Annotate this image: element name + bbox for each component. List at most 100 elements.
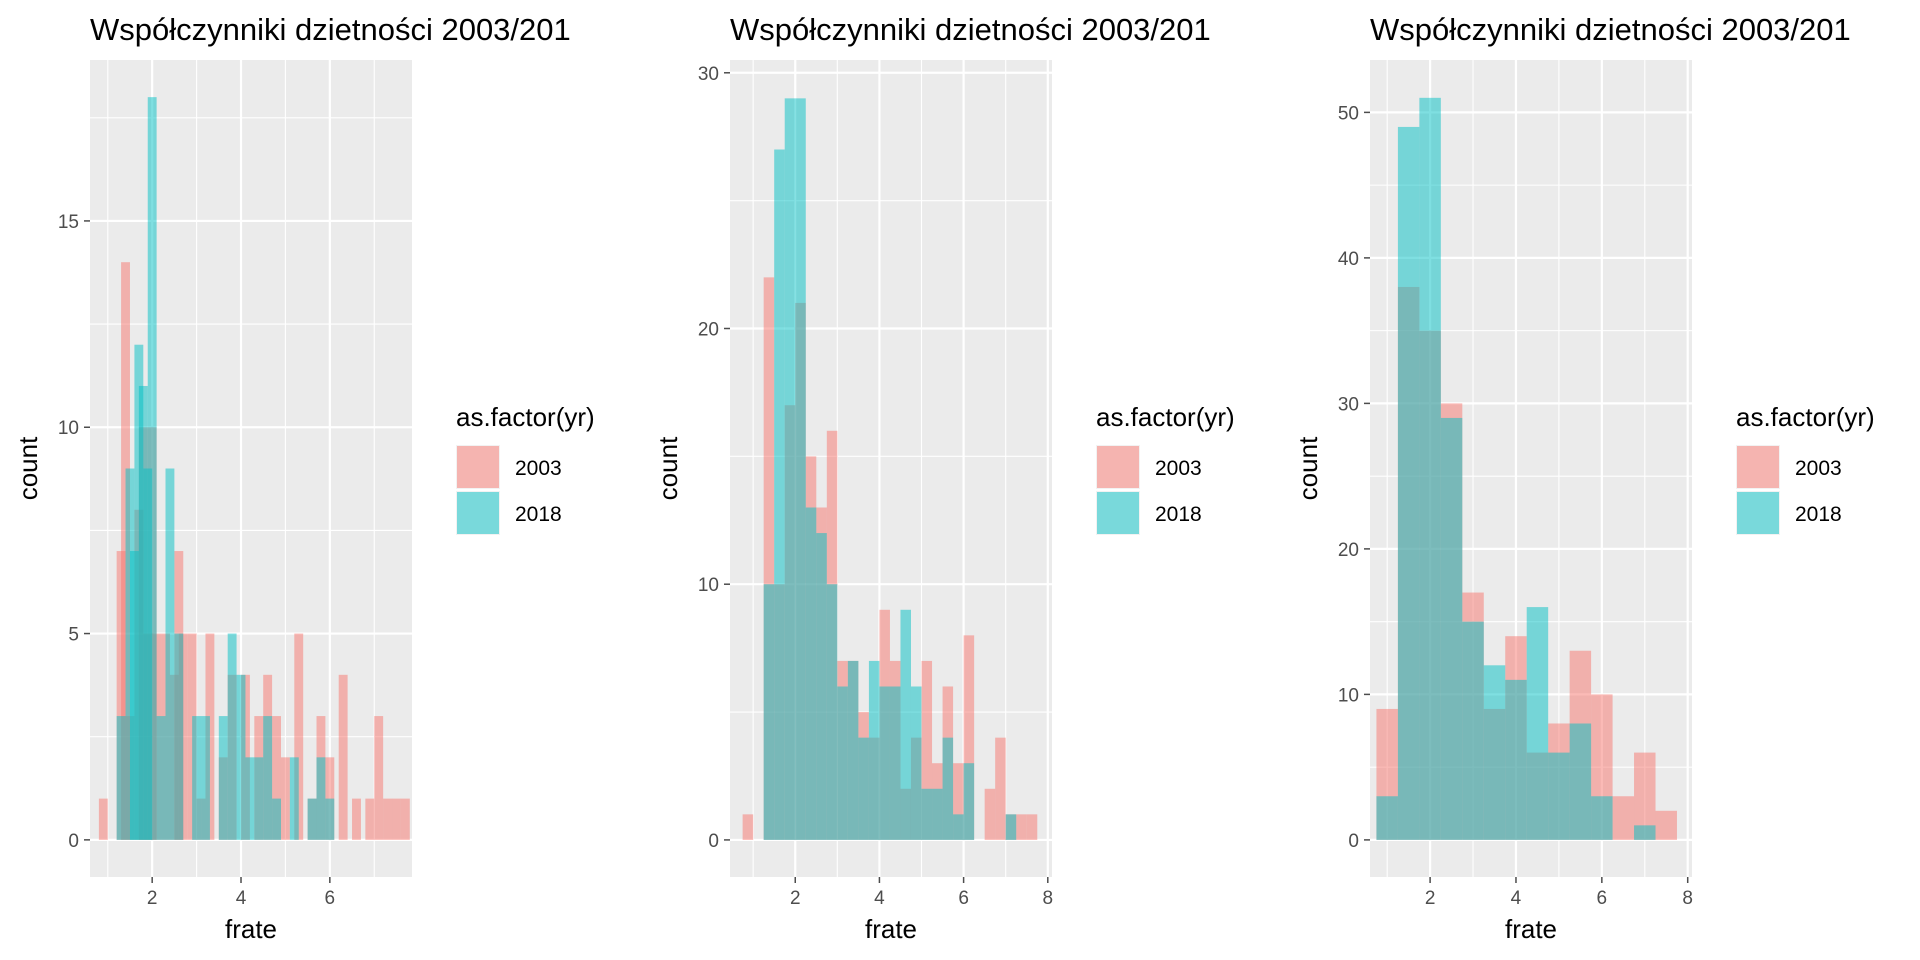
y-tick-label: 10 <box>698 575 719 596</box>
x-tick-label: 8 <box>1682 888 1693 909</box>
histogram-bar-2003 <box>1612 796 1635 840</box>
histogram-bar-2018 <box>826 584 838 840</box>
legend-label-2003: 2003 <box>1795 457 1842 480</box>
histogram-bar-2003 <box>953 763 964 840</box>
y-tick-label: 15 <box>58 212 79 233</box>
y-tick-label: 5 <box>68 625 79 646</box>
x-tick-label: 6 <box>958 888 969 909</box>
histogram-bar-2018 <box>116 716 126 840</box>
y-axis-title: count <box>653 436 683 500</box>
y-tick-label: 20 <box>698 319 719 340</box>
histogram-bar-2018 <box>1548 752 1570 840</box>
histogram-bar-2018 <box>868 660 880 840</box>
y-tick-label: 40 <box>1338 249 1359 270</box>
histogram-bar-2018 <box>236 674 246 840</box>
histogram-bar-2018 <box>325 798 335 840</box>
legend-label-2003: 2003 <box>515 457 562 480</box>
x-axis-title: frate <box>1505 914 1557 944</box>
histogram-bar-2018 <box>1397 126 1420 840</box>
histogram-bar-2018 <box>900 609 911 840</box>
histogram-bar-2003 <box>352 798 361 840</box>
legend-key-2018 <box>1097 492 1139 534</box>
histogram-bar-2018 <box>1569 723 1592 840</box>
histogram-bar-2003 <box>98 798 108 840</box>
histogram-bar-2003 <box>400 798 410 840</box>
histogram-bar-2003 <box>294 633 304 840</box>
legend-key-2003 <box>457 446 499 488</box>
histogram-bar-2018 <box>795 98 806 840</box>
legend-title: as.factor(yr) <box>1736 402 1875 432</box>
histogram-bar-2018 <box>932 788 943 840</box>
histogram-bar-2018 <box>889 686 901 840</box>
histogram-bar-2018 <box>192 716 202 840</box>
histogram-bar-2018 <box>774 149 785 840</box>
legend-title: as.factor(yr) <box>1096 402 1235 432</box>
histogram-bar-2003 <box>984 788 996 840</box>
histogram-bar-2003 <box>1026 814 1038 840</box>
x-tick-label: 2 <box>790 888 801 909</box>
histogram-bar-2003 <box>374 716 384 840</box>
histogram-bar-2003 <box>338 674 348 840</box>
histogram-bar-2018 <box>254 757 264 840</box>
histogram-bar-2003 <box>392 798 401 840</box>
legend-key-2003 <box>1737 446 1779 488</box>
legend-title: as.factor(yr) <box>456 402 595 432</box>
histogram-bar-2018 <box>763 584 775 840</box>
x-axis-title: frate <box>225 914 277 944</box>
legend-key-2003 <box>1097 446 1139 488</box>
histogram-bar-2003 <box>763 277 775 840</box>
histogram-bar-2003 <box>1634 752 1656 840</box>
histogram-bar-2003 <box>1016 814 1027 840</box>
histogram-bar-2018 <box>847 660 859 840</box>
y-tick-label: 0 <box>708 831 719 852</box>
histogram-bar-2018 <box>1483 665 1506 840</box>
x-tick-label: 4 <box>874 888 885 909</box>
x-tick-label: 6 <box>1597 888 1608 909</box>
legend-key-2018 <box>457 492 499 534</box>
legend-label-2003: 2003 <box>1155 457 1202 480</box>
x-tick-label: 4 <box>1511 888 1522 909</box>
histogram-bar-2018 <box>1505 679 1527 840</box>
y-tick-label: 0 <box>68 831 79 852</box>
histogram-bar-2018 <box>316 757 326 840</box>
y-tick-label: 50 <box>1338 103 1359 124</box>
x-tick-label: 8 <box>1043 888 1054 909</box>
histogram-bar-2003 <box>995 737 1006 840</box>
legend-label-2018: 2018 <box>515 503 562 526</box>
y-tick-label: 10 <box>58 418 79 439</box>
histogram-bar-2018 <box>227 633 237 840</box>
y-tick-label: 0 <box>1348 831 1359 852</box>
histogram-bar-2018 <box>910 686 922 840</box>
histogram-bar-2018 <box>1376 796 1398 840</box>
histogram-bar-2003 <box>383 798 393 840</box>
y-axis-title: count <box>13 436 43 500</box>
histogram-bar-2018 <box>245 757 255 840</box>
y-tick-label: 20 <box>1338 540 1359 561</box>
histogram-bar-2018 <box>272 798 281 840</box>
chart-title: Współczynniki dzietności 2003/201 <box>1370 12 1851 47</box>
legend-label-2018: 2018 <box>1155 503 1202 526</box>
histogram-bar-2018 <box>942 737 954 840</box>
histogram-bar-2018 <box>879 686 890 840</box>
x-tick-label: 2 <box>1425 888 1436 909</box>
histogram-bar-2003 <box>365 798 375 840</box>
histogram-bar-2018 <box>1591 796 1613 840</box>
legend-key-2018 <box>1737 492 1779 534</box>
histogram-bar-2018 <box>147 97 157 840</box>
histogram-bar-2018 <box>1419 97 1441 840</box>
histogram-bar-2018 <box>921 788 933 840</box>
histogram-bar-2018 <box>1440 417 1463 840</box>
histogram-bar-2018 <box>263 716 273 840</box>
histogram-bar-2003 <box>178 633 188 840</box>
chart-title: Współczynniki dzietności 2003/201 <box>90 12 571 47</box>
histogram-bar-2018 <box>837 686 848 840</box>
histogram-bar-2018 <box>805 507 817 840</box>
histogram-bar-2018 <box>1462 621 1484 840</box>
y-tick-label: 10 <box>1338 685 1359 706</box>
histogram-bar-2018 <box>201 716 210 840</box>
legend-label-2018: 2018 <box>1795 503 1842 526</box>
histogram-bar-2018 <box>218 716 228 840</box>
histogram-bar-2018 <box>156 716 166 840</box>
